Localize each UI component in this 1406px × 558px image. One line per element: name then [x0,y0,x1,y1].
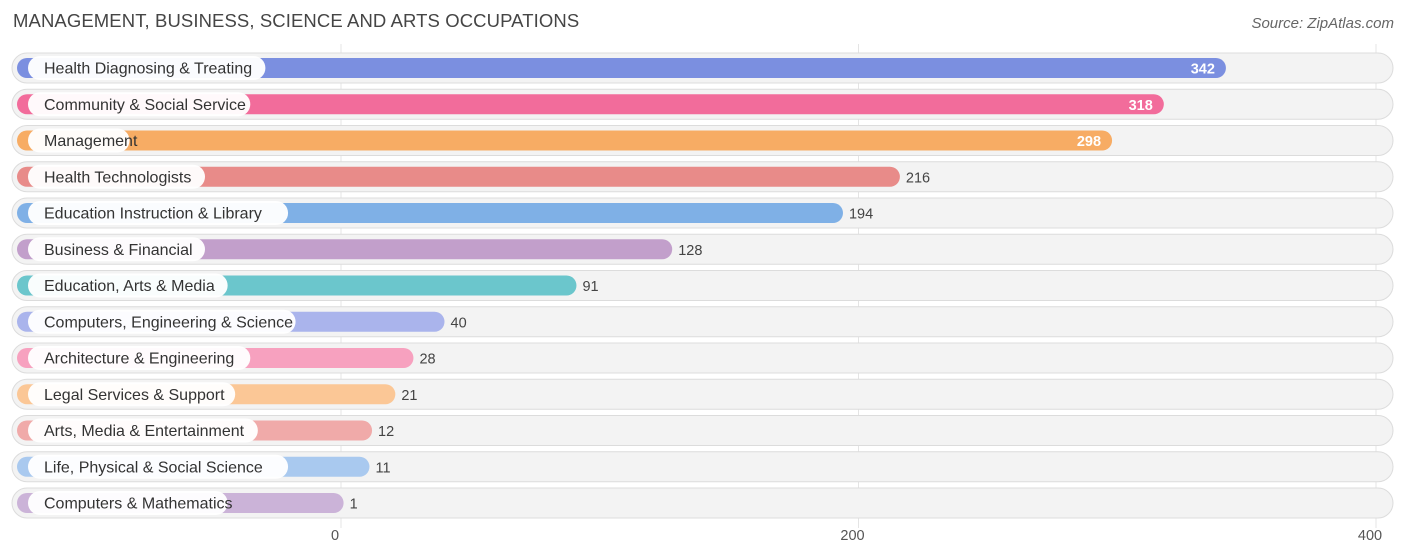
value-label: 298 [1077,134,1101,150]
category-label-pill [28,382,236,407]
bar-row: Management 298 [11,125,1394,156]
category-label-pill [28,56,266,80]
category-label: Computers, Engineering & Science [44,314,293,331]
value-label: 342 [1191,62,1215,78]
category-label-pill [28,309,296,334]
category-label: Life, Physical & Social Science [44,459,263,476]
bar-row: Legal Services & Support 21 [11,378,1394,410]
category-label-pill [28,454,289,479]
category-label-pill [28,164,205,189]
category-label: Health Technologists [44,169,191,186]
category-label-pill [28,346,251,370]
value-label: 194 [849,207,873,223]
category-label: Health Diagnosing & Treating [44,61,252,78]
value-label: 318 [1129,98,1153,114]
category-label-pill [28,273,228,298]
category-label: Management [44,133,138,150]
value-label: 216 [906,170,930,186]
bar-row: Arts, Media & Entertainment 12 [11,415,1394,446]
x-axis: 0 200 400 [331,528,1382,544]
category-label-pill [28,128,130,153]
category-label-pill [28,418,258,443]
category-label: Community & Social Service [44,97,246,114]
bar-row: Education Instruction & Library 194 [11,197,1394,229]
category-label: Education, Arts & Media [44,278,215,295]
category-label: Education Instruction & Library [44,206,262,223]
bar-row: Computers, Engineering & Science 40 [11,306,1394,338]
bar-row: Business & Financial 128 [11,233,1394,265]
bar-row: Architecture & Engineering 28 [11,342,1394,374]
bar-rows: Health Diagnosing & Treating 342 Community… [11,52,1394,519]
bar [17,94,1164,115]
x-tick-label: 200 [840,528,864,544]
category-label-pill [28,201,289,225]
value-label: 28 [419,352,435,368]
bar [17,130,1113,151]
value-label: 91 [582,279,598,295]
value-label: 40 [451,315,467,331]
bar-row: Computers & Mathematics 1 [11,487,1394,519]
source-label: Source: ZipAtlas.com [1251,15,1394,32]
row-track [11,487,1394,519]
value-label: 12 [378,424,394,440]
category-label: Architecture & Engineering [44,351,234,368]
category-label-pill [28,237,205,262]
category-label: Arts, Media & Entertainment [44,423,245,440]
bar-row: Life, Physical & Social Science 11 [11,451,1394,483]
bar-row: Health Technologists 216 [11,161,1394,193]
bar-row: Health Diagnosing & Treating 342 [11,52,1394,84]
bar-row: Community & Social Service 318 [11,88,1394,120]
value-label: 21 [401,388,417,404]
value-label: 128 [678,243,702,259]
category-label-pill [28,491,228,515]
category-label: Legal Services & Support [44,387,225,404]
x-tick-label: 400 [1358,528,1382,544]
value-label: 11 [375,460,390,476]
bar [17,58,1226,78]
value-label: 1 [350,497,358,513]
bar [17,166,900,187]
chart-title: MANAGEMENT, BUSINESS, SCIENCE AND ARTS O… [13,10,580,31]
category-label: Computers & Mathematics [44,496,233,513]
bar-row: Education, Arts & Media 91 [11,270,1394,301]
category-label: Business & Financial [44,242,193,259]
category-label-pill [28,92,251,117]
x-tick-label: 0 [331,528,339,544]
